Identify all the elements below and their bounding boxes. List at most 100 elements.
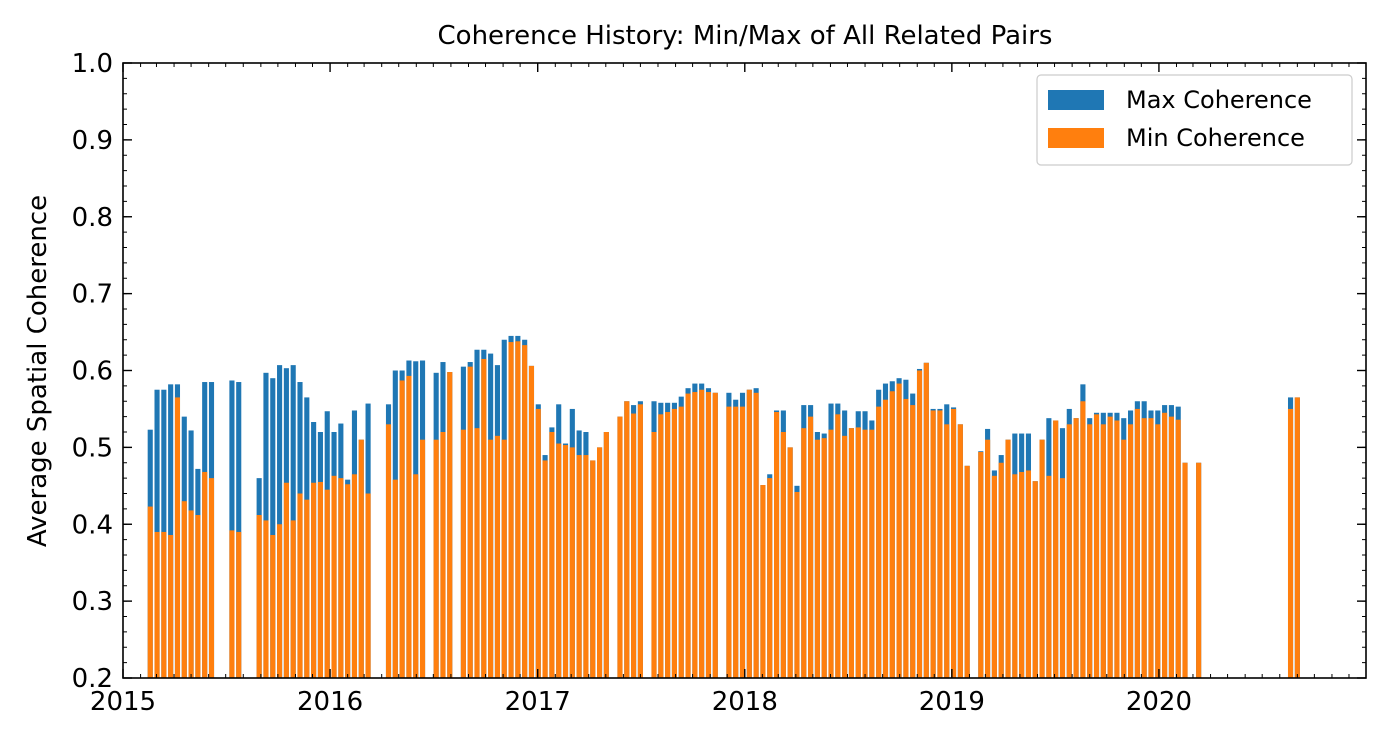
- min-bar: [583, 455, 589, 678]
- min-bar: [1141, 418, 1147, 678]
- min-bar: [869, 429, 875, 678]
- y-tick-label: 0.8: [72, 203, 113, 233]
- min-bar: [283, 482, 289, 678]
- min-bar: [780, 432, 786, 678]
- min-bar: [651, 432, 657, 678]
- min-bar: [195, 515, 201, 678]
- min-bar: [1294, 397, 1300, 678]
- min-bar: [1121, 439, 1127, 678]
- x-tick-label: 2017: [505, 687, 571, 717]
- min-bar: [964, 465, 970, 678]
- min-bar: [515, 341, 521, 678]
- min-bar: [229, 530, 235, 678]
- min-bar: [406, 375, 412, 678]
- min-bar: [624, 401, 630, 678]
- min-bar: [440, 432, 446, 678]
- min-bar: [991, 475, 997, 678]
- min-bar: [678, 406, 684, 678]
- min-bar: [338, 478, 344, 679]
- x-tick-label: 2016: [297, 687, 363, 717]
- min-bar: [699, 389, 705, 678]
- min-bar: [848, 428, 854, 678]
- min-bar: [862, 429, 868, 678]
- min-bar: [1148, 418, 1154, 678]
- min-bar: [1128, 424, 1134, 678]
- min-bar: [603, 432, 609, 678]
- min-bar: [304, 499, 310, 678]
- min-bar: [1162, 412, 1168, 678]
- min-bar: [998, 462, 1004, 678]
- min-bar: [821, 438, 827, 678]
- min-bar: [985, 439, 991, 678]
- min-bar: [1019, 471, 1025, 678]
- min-bar: [923, 362, 929, 678]
- min-bar: [1039, 439, 1045, 678]
- min-bar: [882, 399, 889, 678]
- min-bar: [297, 493, 303, 678]
- min-bar: [535, 408, 541, 678]
- x-tick-label: 2020: [1126, 687, 1192, 717]
- y-tick-label: 0.4: [72, 510, 113, 540]
- y-tick-labels: 0.2 0.3 0.4 0.5 0.6 0.7 0.8 0.9 1.0: [72, 49, 113, 694]
- min-bar: [855, 427, 861, 678]
- min-bar: [1100, 424, 1106, 678]
- min-bar: [481, 358, 487, 678]
- min-bar: [181, 501, 187, 678]
- min-bar: [794, 491, 800, 678]
- y-tick-label: 0.9: [72, 126, 113, 156]
- min-bar: [576, 455, 582, 678]
- min-bar: [957, 424, 963, 678]
- min-bar: [365, 493, 371, 678]
- min-bar: [910, 405, 916, 678]
- min-bar: [154, 531, 160, 678]
- min-bar: [433, 439, 439, 678]
- min-bar: [808, 416, 814, 679]
- min-bar: [1175, 419, 1181, 678]
- min-bar: [331, 475, 337, 678]
- max-bar: [270, 378, 276, 678]
- plot-frame: [122, 62, 1367, 679]
- min-bar: [419, 439, 426, 678]
- min-bar: [1087, 424, 1093, 678]
- min-bar: [562, 445, 569, 678]
- min-bar: [733, 406, 739, 678]
- min-bar: [916, 370, 923, 678]
- min-bar: [944, 424, 950, 678]
- min-bar: [753, 392, 759, 678]
- min-bar: [508, 342, 514, 678]
- min-bar: [774, 412, 780, 678]
- min-bar: [270, 535, 276, 678]
- min-bar: [1066, 424, 1072, 678]
- min-bar: [311, 482, 317, 678]
- legend-swatch-max: [1048, 90, 1104, 110]
- min-bar: [978, 451, 984, 678]
- min-bar: [256, 515, 262, 678]
- max-bar: [229, 380, 235, 678]
- min-bar: [1005, 439, 1011, 678]
- min-bar: [474, 428, 480, 678]
- min-bar: [685, 393, 691, 678]
- y-tick-label: 0.6: [72, 357, 113, 387]
- min-bar: [726, 406, 732, 678]
- min-bar: [1134, 408, 1140, 678]
- min-bar: [1053, 420, 1059, 678]
- min-bar: [1114, 420, 1120, 678]
- min-bar: [1059, 478, 1066, 679]
- min-bar: [1093, 414, 1100, 678]
- min-bar: [597, 447, 603, 679]
- min-bar: [1073, 418, 1079, 678]
- min-bar: [358, 439, 364, 678]
- min-bar: [767, 478, 773, 679]
- min-bar: [399, 380, 405, 678]
- min-bar: [208, 478, 215, 679]
- min-bar: [1287, 408, 1294, 678]
- min-bar: [787, 447, 793, 679]
- legend-label-max: Max Coherence: [1126, 86, 1312, 114]
- min-bar: [549, 432, 555, 678]
- min-bar: [161, 531, 167, 678]
- min-bar: [556, 443, 562, 678]
- min-bar: [494, 435, 500, 678]
- min-bar: [692, 392, 698, 678]
- min-bar: [903, 398, 909, 678]
